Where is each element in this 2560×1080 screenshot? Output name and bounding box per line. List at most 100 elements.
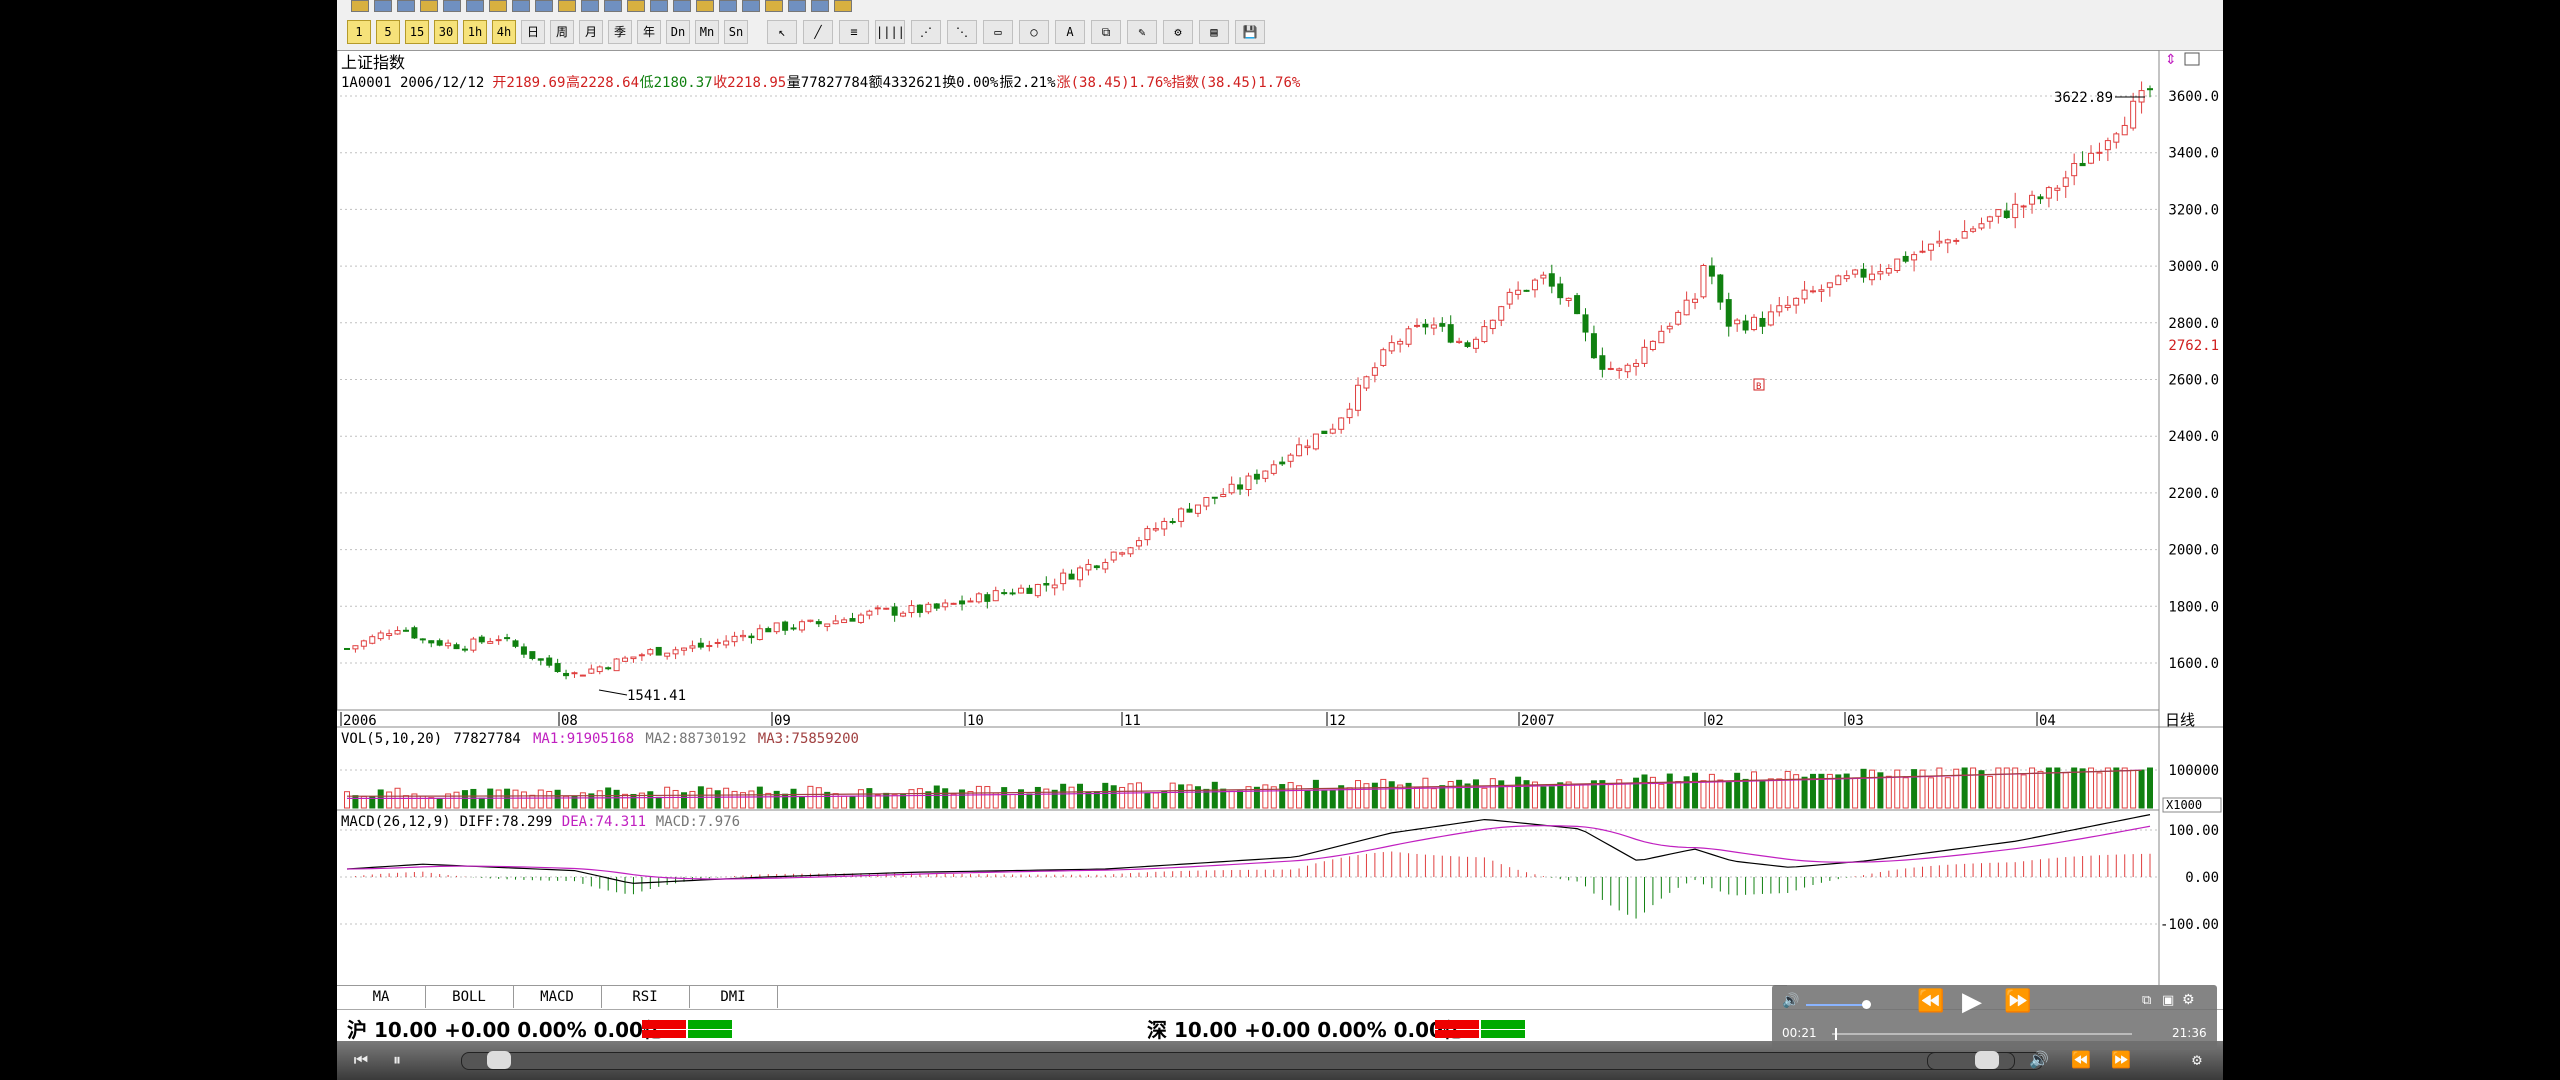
toolbar-icon[interactable] [351,0,369,12]
fast-forward-icon[interactable]: ⏩ [2111,1050,2131,1069]
pause-icon[interactable]: ⏸ [392,1050,401,1069]
draw-tool-7[interactable]: ○ [1019,20,1049,44]
candle-body [1135,540,1142,547]
draw-tool-2[interactable]: ≡ [839,20,869,44]
toolbar-icon[interactable] [811,0,829,12]
volume-icon[interactable]: 🔊 [1782,993,1800,1009]
toolbar-icon[interactable] [696,0,714,12]
period-button-5[interactable]: 5 [376,20,400,44]
period-button-Sn[interactable]: Sn [724,20,748,44]
draw-tool-6[interactable]: ▭ [983,20,1013,44]
overlay-settings-icon[interactable]: ⚙ [2182,992,2195,1008]
toolbar-icon[interactable] [650,0,668,12]
stock-chart[interactable]: 3600.0 3400.0 3200.0 3000.0 2800.0 2600.0 2400… [337,50,2223,985]
draw-tool-1[interactable]: ╱ [803,20,833,44]
draw-tool-13[interactable]: 💾 [1235,20,1265,44]
candle-body [1068,573,1075,580]
overlay-seek-handle[interactable] [1835,1028,1837,1040]
seek-track[interactable] [461,1052,2043,1070]
period-button-4h[interactable]: 4h [492,20,516,44]
toolbar-icon[interactable] [558,0,576,12]
volume-track[interactable] [1927,1052,2015,1070]
candle-body [1414,324,1421,327]
skip-back-icon[interactable]: ⏮ [353,1050,369,1069]
price-tick-label: 1800.0 [2168,599,2219,615]
volume-bar [992,792,999,809]
draw-tool-10[interactable]: ✎ [1127,20,1157,44]
draw-tool-9[interactable]: ⧉ [1091,20,1121,44]
toolbar-icon[interactable] [443,0,461,12]
toolbar-icon[interactable] [535,0,553,12]
rewind-icon[interactable]: ⏪ [2071,1050,2091,1069]
period-button-日[interactable]: 日 [521,20,545,44]
overlay-volume-handle[interactable] [1862,1000,1871,1009]
volume-bar [1725,781,1732,809]
draw-tool-3[interactable]: |||| [875,20,905,44]
price-tick-label: 3600.0 [2168,89,2219,105]
volume-field-2: MA1:91905168 [533,731,634,747]
draw-tool-5[interactable]: ⋱ [947,20,977,44]
candle-body [1911,254,1918,261]
toolbar-icon[interactable] [627,0,645,12]
toolbar-icon[interactable] [765,0,783,12]
overlay-seek-track[interactable] [1832,1033,2132,1035]
overlay-volume-slider[interactable] [1806,1004,1866,1006]
volume-bar [1649,776,1656,809]
toolbar-icon[interactable] [489,0,507,12]
tab-rsi[interactable]: RSI [601,986,690,1008]
overlay-forward-icon[interactable]: ⏩ [2004,989,2032,1014]
toolbar-icon[interactable] [719,0,737,12]
toolbar-icon[interactable] [466,0,484,12]
toolbar-icon[interactable] [581,0,599,12]
tab-ma[interactable]: MA [337,986,426,1008]
max-price-label: 3622.89 [2054,90,2113,106]
toolbar-icon[interactable] [420,0,438,12]
draw-tool-4[interactable]: ⋰ [911,20,941,44]
seek-thumb[interactable] [487,1051,511,1069]
overlay-play-icon[interactable]: ▶ [1962,987,1982,1017]
period-button-1[interactable]: 1 [347,20,371,44]
volume-bar [1582,784,1589,809]
volume-bar [1936,767,1943,809]
period-button-月[interactable]: 月 [579,20,603,44]
draw-tool-11[interactable]: ⚙ [1163,20,1193,44]
draw-tool-12[interactable]: ▤ [1199,20,1229,44]
window-icon[interactable]: ▣ [2162,993,2175,1008]
tab-boll[interactable]: BOLL [425,986,514,1008]
time-axis-label: 2007 [1521,713,1555,729]
candle-body [773,622,780,633]
candle-body [386,633,393,637]
candle-body [563,672,570,677]
draw-tool-8[interactable]: A [1055,20,1085,44]
toolbar-icon[interactable] [673,0,691,12]
toolbar-icon[interactable] [397,0,415,12]
toolbar-icon[interactable] [742,0,760,12]
fullscreen-icon[interactable]: ⧉ [2142,993,2152,1008]
period-button-1h[interactable]: 1h [463,20,487,44]
volume-bar [1548,786,1555,809]
period-button-周[interactable]: 周 [550,20,574,44]
period-button-Dn[interactable]: Dn [666,20,690,44]
speaker-icon[interactable]: 🔊 [2029,1050,2049,1069]
period-button-Mn[interactable]: Mn [695,20,719,44]
draw-tool-0[interactable]: ↖ [767,20,797,44]
overlay-rewind-icon[interactable]: ⏪ [1917,989,1945,1014]
volume-thumb[interactable] [1975,1051,1999,1069]
period-button-15[interactable]: 15 [405,20,429,44]
volume-unit-box [2162,797,2222,813]
period-button-年[interactable]: 年 [637,20,661,44]
toolbar-icon[interactable] [604,0,622,12]
toolbar-icon[interactable] [512,0,530,12]
volume-bar [857,789,864,809]
toolbar-icon[interactable] [374,0,392,12]
settings-icon[interactable]: ⚙ [2192,1050,2202,1069]
period-button-30[interactable]: 30 [434,20,458,44]
period-button-季[interactable]: 季 [608,20,632,44]
toolbar-icon[interactable] [788,0,806,12]
tab-dmi[interactable]: DMI [689,986,778,1008]
stock-software-window: 1 5 15 30 1h 4h 日周月季年 Dn Mn Sn ↖ ╱ ≡ |||| ⋰ ⋱ ▭ ○ A ⧉ ✎ ⚙ ▤ 💾 3… [337,0,2223,1080]
macd-field-0: MACD(26,12,9) [341,814,451,830]
tab-macd[interactable]: MACD [513,986,602,1008]
candle-body [1582,314,1589,333]
toolbar-icon[interactable] [834,0,852,12]
